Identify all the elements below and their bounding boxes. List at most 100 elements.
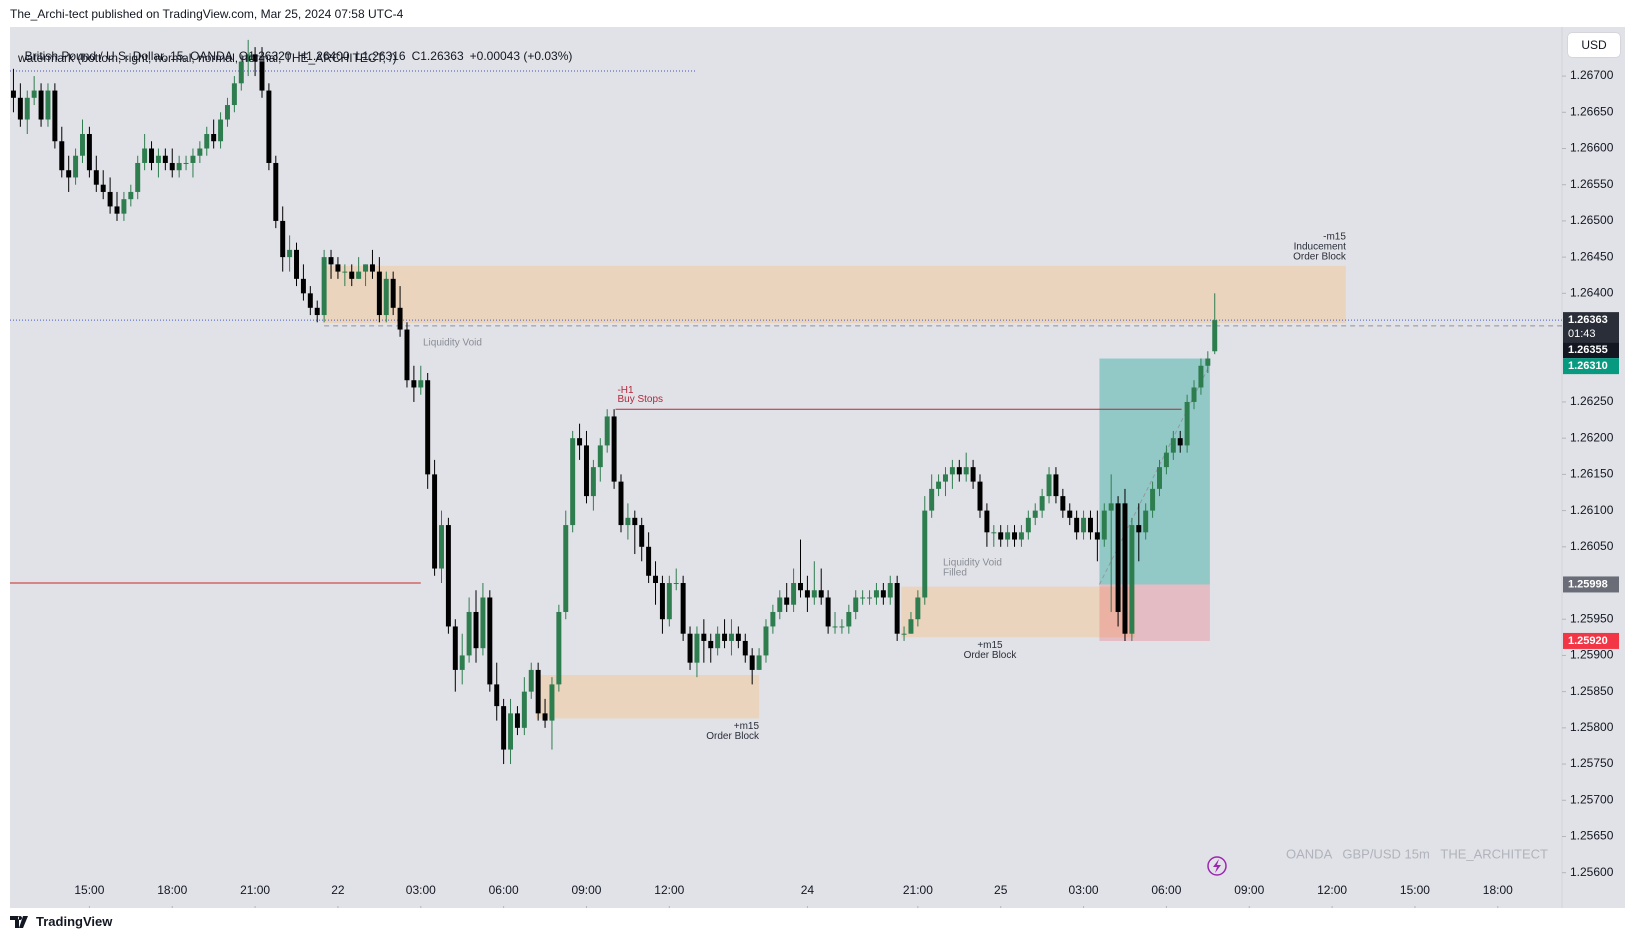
candle-body bbox=[169, 162, 175, 171]
candle-body bbox=[245, 54, 251, 62]
candle-body bbox=[853, 597, 859, 612]
candle-body bbox=[694, 633, 700, 663]
candle-body bbox=[901, 633, 907, 635]
candle-body bbox=[521, 691, 527, 728]
x-tick-label: 06:00 bbox=[1151, 883, 1181, 897]
candle-body bbox=[915, 597, 921, 620]
y-tick-label: 1.26050 bbox=[1570, 539, 1614, 553]
zone-label: Order Block bbox=[964, 650, 1018, 661]
zone-label: Order Block bbox=[706, 731, 760, 742]
candle-body bbox=[1136, 525, 1142, 533]
candle-body bbox=[1046, 474, 1052, 497]
legend-value: O1.26320 bbox=[238, 49, 292, 63]
candle-body bbox=[142, 148, 148, 163]
candle-body bbox=[1032, 510, 1038, 518]
candle-body bbox=[528, 669, 534, 692]
candle-body bbox=[1198, 365, 1204, 388]
annotation: Filled bbox=[943, 568, 967, 579]
candle-body bbox=[1039, 496, 1045, 511]
x-tick-label: 12:00 bbox=[654, 883, 684, 897]
x-tick-label: 09:00 bbox=[1234, 883, 1264, 897]
candle-body bbox=[432, 474, 438, 569]
candle-body bbox=[1018, 532, 1024, 540]
y-tick-label: 1.25700 bbox=[1570, 792, 1614, 806]
candle-body bbox=[777, 597, 783, 612]
candle-body bbox=[632, 517, 638, 526]
y-tick-label: 1.26550 bbox=[1570, 177, 1614, 191]
candle-body bbox=[1212, 320, 1218, 352]
candle-body bbox=[1012, 532, 1018, 540]
candle-body bbox=[238, 61, 244, 84]
candle-body bbox=[459, 655, 465, 670]
candle-body bbox=[963, 467, 969, 475]
alert-icon[interactable] bbox=[1207, 856, 1227, 876]
candle-body bbox=[1177, 438, 1183, 446]
candle-body bbox=[611, 416, 617, 482]
candle-body bbox=[1184, 401, 1190, 446]
candle-body bbox=[722, 633, 728, 641]
candle-body bbox=[404, 329, 410, 381]
currency-button[interactable]: USD bbox=[1568, 33, 1620, 57]
candle-body bbox=[321, 257, 327, 316]
lines bbox=[10, 70, 1562, 585]
candle-body bbox=[514, 713, 520, 728]
candle-body bbox=[873, 590, 879, 598]
candle-body bbox=[867, 597, 873, 599]
candle-body bbox=[563, 525, 569, 612]
candle-body bbox=[211, 134, 217, 142]
y-tick-label: 1.26600 bbox=[1570, 141, 1614, 155]
y-tick-label: 1.26500 bbox=[1570, 213, 1614, 227]
candle-body bbox=[107, 191, 113, 207]
candle-body bbox=[956, 467, 962, 475]
zone-label: +m15 bbox=[977, 640, 1003, 651]
byline: The_Archi-tect published on TradingView.… bbox=[10, 7, 404, 21]
candle-body bbox=[1081, 517, 1087, 533]
candle-body bbox=[121, 199, 127, 214]
candle-body bbox=[480, 597, 486, 649]
candle-body bbox=[839, 626, 845, 628]
candle-body bbox=[66, 170, 72, 178]
candle-body bbox=[24, 97, 30, 120]
candle-body bbox=[646, 546, 652, 576]
price-badge bbox=[1563, 576, 1619, 593]
candle-body bbox=[356, 271, 362, 279]
zone bbox=[901, 586, 1135, 638]
y-tick-label: 1.26400 bbox=[1570, 286, 1614, 300]
candle-body bbox=[1157, 467, 1162, 489]
candle-body bbox=[487, 597, 493, 685]
y-tick-label: 1.25650 bbox=[1570, 829, 1614, 843]
candle-body bbox=[749, 655, 755, 670]
candle-body bbox=[880, 590, 886, 598]
price-badge-label: 1.25920 bbox=[1568, 635, 1608, 647]
candle-body bbox=[335, 264, 341, 272]
legend-value: L1.26316 bbox=[355, 49, 406, 63]
annotation: Liquidity Void bbox=[423, 338, 482, 349]
candle-body bbox=[1025, 517, 1031, 533]
legend-value: +0.00043 (+0.03%) bbox=[469, 49, 573, 63]
candle-body bbox=[466, 611, 472, 656]
candle-body bbox=[197, 148, 203, 156]
candle-body bbox=[535, 669, 541, 714]
price-badge bbox=[1563, 312, 1619, 343]
candle-body bbox=[190, 155, 196, 163]
candle-body bbox=[942, 474, 948, 482]
x-tick-label: 06:00 bbox=[489, 883, 519, 897]
candle-body bbox=[149, 148, 155, 163]
candle-body bbox=[183, 162, 189, 164]
labels: 1.26700 1.26650 1.26600 1.26550 1.26500 1.264… bbox=[74, 68, 1619, 908]
x-tick-label: 12:00 bbox=[1317, 883, 1347, 897]
candle-body bbox=[791, 583, 797, 605]
candles bbox=[10, 39, 1218, 765]
x-tick-label: 21:00 bbox=[903, 883, 933, 897]
level-label: -H1 bbox=[617, 385, 634, 396]
candle-body bbox=[452, 626, 458, 670]
y-tick-label: 1.26700 bbox=[1570, 68, 1614, 82]
legend-value: H1.26400 bbox=[297, 49, 350, 63]
candle-body bbox=[259, 61, 265, 91]
candle-body bbox=[162, 155, 168, 163]
candle-body bbox=[445, 525, 451, 627]
candle-body bbox=[218, 119, 224, 142]
candle-body bbox=[52, 90, 58, 142]
candle-body bbox=[604, 416, 610, 446]
